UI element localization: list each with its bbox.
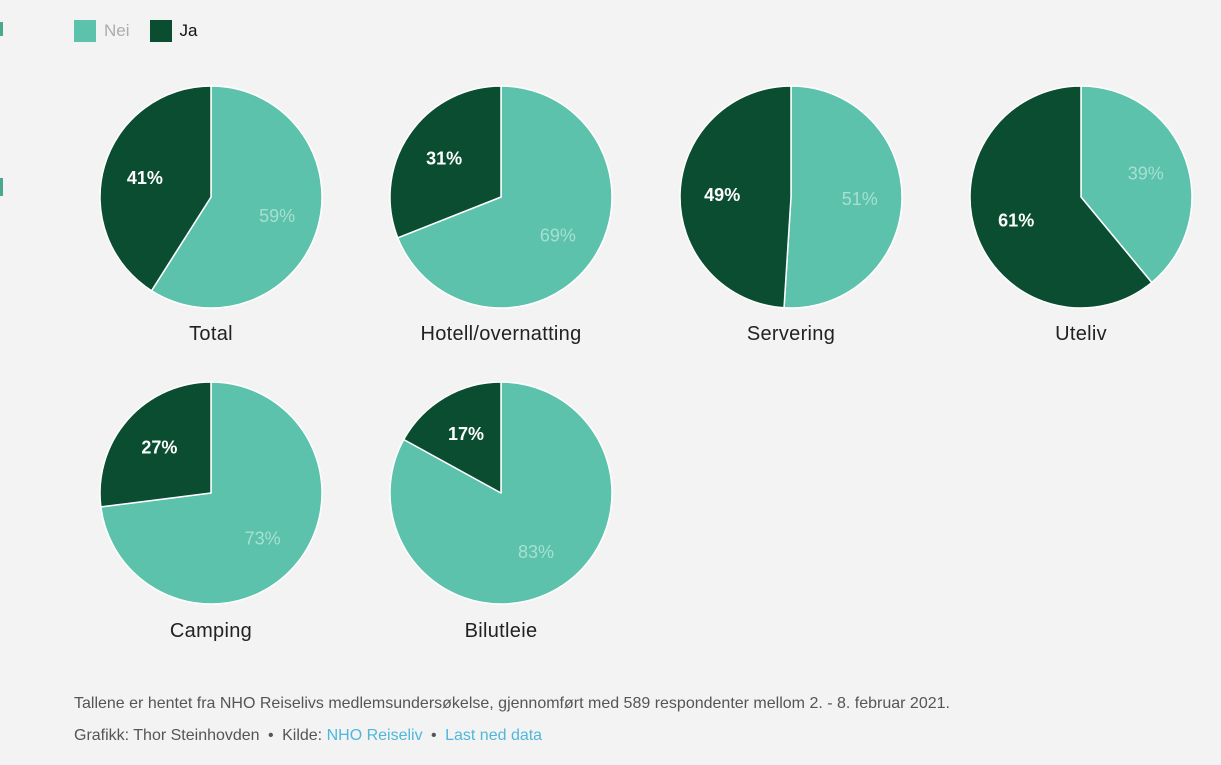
- pie-chart-uteliv: 39% 61%: [969, 85, 1193, 309]
- legend-swatch-ja: [150, 20, 172, 42]
- footer-credit: Grafikk: Thor Steinhovden: [74, 727, 260, 744]
- pie-title-hotell-overnatting: Hotell/overnatting: [371, 323, 631, 346]
- pie-title-servering: Servering: [661, 323, 921, 346]
- pie-label-nei-servering: 51%: [842, 189, 878, 209]
- pie-label-nei-bilutleie: 83%: [518, 542, 554, 562]
- pie-chart-total: 59% 41%: [99, 85, 323, 309]
- pie-label-ja-camping: 27%: [141, 438, 177, 458]
- pie-title-camping: Camping: [81, 620, 341, 643]
- footer-credits: Grafikk: Thor Steinhovden • Kilde: NHO R…: [74, 727, 542, 745]
- pie-label-ja-servering: 49%: [704, 185, 740, 205]
- pie-title-uteliv: Uteliv: [951, 323, 1211, 346]
- legend-item-ja[interactable]: Ja: [150, 20, 198, 42]
- footer-source-prefix: Kilde:: [282, 727, 322, 744]
- footer-separator-2: •: [431, 727, 437, 744]
- legend-label-nei: Nei: [104, 21, 130, 41]
- pie-title-total: Total: [81, 323, 341, 346]
- pie-label-ja-total: 41%: [127, 168, 163, 188]
- footer-separator: •: [268, 727, 274, 744]
- pie-chart-camping: 73% 27%: [99, 381, 323, 605]
- pie-label-nei-uteliv: 39%: [1128, 164, 1164, 184]
- left-edge-mark-top: [0, 22, 3, 36]
- chart-legend: Nei Ja: [74, 20, 197, 42]
- source-link[interactable]: NHO Reiseliv: [327, 727, 423, 744]
- legend-item-nei[interactable]: Nei: [74, 20, 130, 42]
- footer-note: Tallene er hentet fra NHO Reiselivs medl…: [74, 695, 950, 713]
- pie-label-ja-hotell-overnatting: 31%: [426, 148, 462, 168]
- pie-label-nei-total: 59%: [259, 206, 295, 226]
- legend-label-ja: Ja: [180, 21, 198, 41]
- pie-chart-hotell-overnatting: 69% 31%: [389, 85, 613, 309]
- download-data-link[interactable]: Last ned data: [445, 727, 542, 744]
- left-edge-mark-bottom: [0, 178, 3, 196]
- legend-swatch-nei: [74, 20, 96, 42]
- pie-chart-bilutleie: 83% 17%: [389, 381, 613, 605]
- pie-label-ja-bilutleie: 17%: [448, 424, 484, 444]
- pie-title-bilutleie: Bilutleie: [371, 620, 631, 643]
- pie-label-nei-camping: 73%: [245, 529, 281, 549]
- pie-label-ja-uteliv: 61%: [998, 210, 1034, 230]
- pie-chart-servering: 51% 49%: [679, 85, 903, 309]
- pie-label-nei-hotell-overnatting: 69%: [540, 226, 576, 246]
